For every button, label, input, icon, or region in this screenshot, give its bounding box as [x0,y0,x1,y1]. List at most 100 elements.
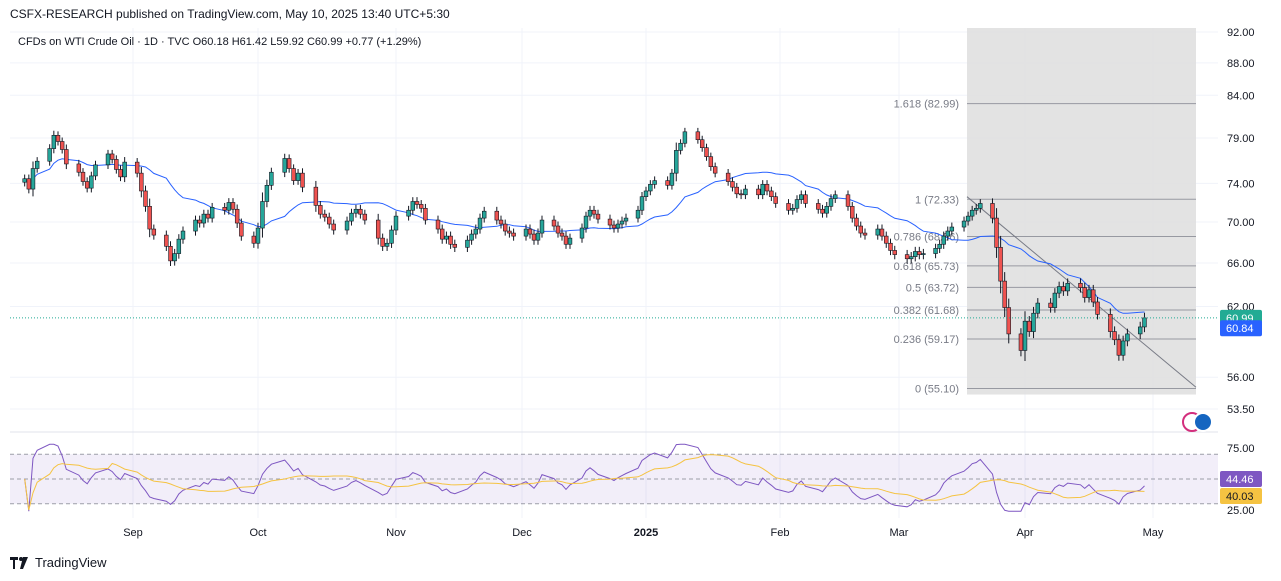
candle-body-up[interactable] [824,206,829,214]
candle[interactable] [26,174,32,194]
candle-body-up[interactable] [282,158,287,173]
candle-body-down[interactable] [300,172,305,188]
candle[interactable] [452,239,458,253]
candle[interactable] [255,222,261,249]
candle[interactable] [473,224,479,239]
candle[interactable] [444,231,449,244]
candle-body-up[interactable] [122,161,127,178]
candle[interactable] [331,219,336,235]
candle[interactable] [639,192,645,216]
candle[interactable] [239,218,244,241]
candle-body-down[interactable] [1027,320,1032,332]
candle[interactable] [730,177,735,192]
candle-body-down[interactable] [380,237,385,247]
candle-body-down[interactable] [498,219,504,225]
candle-body-up[interactable] [933,248,938,254]
candle-body-down[interactable] [845,194,851,207]
candle[interactable] [291,164,296,185]
candle[interactable] [168,241,173,267]
candle[interactable] [941,231,946,249]
candle-body-down[interactable] [695,131,701,141]
candle[interactable] [375,213,381,245]
rsi-pane[interactable] [10,443,1218,512]
candle[interactable] [665,176,670,190]
candle[interactable] [615,219,621,233]
candle-body-up[interactable] [523,228,529,237]
candle-body-down[interactable] [917,251,922,255]
candle[interactable] [854,213,859,231]
candle[interactable] [743,184,748,200]
candle[interactable] [59,137,65,154]
candle-body-up[interactable] [1031,312,1036,332]
candle-body-up[interactable] [678,142,683,151]
candle[interactable] [531,229,537,245]
candle[interactable] [760,180,765,200]
candle-body-down[interactable] [55,135,61,142]
candle[interactable] [990,198,995,224]
candle[interactable] [678,139,683,155]
candle[interactable] [998,235,1003,294]
price-axis[interactable]: 92.0088.0084.0079.0074.0070.0066.0062.00… [1220,27,1262,517]
candle-body-up[interactable] [974,207,979,211]
candle[interactable] [481,206,487,223]
candle-body-up[interactable] [583,215,589,229]
candle[interactable] [1002,272,1007,318]
candle-body-down[interactable] [230,202,236,210]
candle-body-up[interactable] [353,208,359,214]
candle[interactable] [172,248,177,266]
candle-body-up[interactable] [875,228,880,236]
candle-body-down[interactable] [358,208,363,215]
candle[interactable] [201,209,207,228]
candle-body-up[interactable] [969,209,975,217]
candle-body-down[interactable] [591,209,597,215]
candle-body-up[interactable] [794,199,800,209]
candle-body-up[interactable] [477,217,483,230]
candle-body-up[interactable] [921,253,926,255]
candle[interactable] [648,180,653,196]
candle[interactable] [708,152,714,171]
candle[interactable] [619,216,625,229]
candle-body-up[interactable] [193,219,198,232]
candle-body-up[interactable] [34,160,40,169]
candle-body-up[interactable] [674,150,679,174]
candle[interactable] [498,215,504,229]
candle-body-down[interactable] [730,181,735,188]
candle-body-down[interactable] [134,161,140,174]
candle[interactable] [1116,334,1122,361]
candle-body-down[interactable] [143,190,148,207]
candle[interactable] [1108,308,1113,338]
candle[interactable] [1086,284,1092,303]
candle-body-down[interactable] [1061,286,1066,292]
candle[interactable] [803,190,808,208]
candle[interactable] [76,159,82,177]
candle-body-up[interactable] [643,190,649,197]
candle[interactable] [769,186,774,202]
tradingview-logo[interactable]: TradingView [10,555,107,570]
candle[interactable] [511,228,516,241]
candle[interactable] [682,127,688,148]
candle-body-down[interactable] [80,171,86,182]
candle[interactable] [1078,278,1083,293]
candle-body-down[interactable] [435,219,441,230]
candle-body-down[interactable] [803,194,808,204]
candle-body-up[interactable] [623,217,629,222]
candle-body-down[interactable] [494,210,500,221]
candle[interactable] [313,180,319,212]
candle[interactable] [786,199,791,215]
candle-body-up[interactable] [669,172,675,186]
candle-body-up[interactable] [908,256,914,260]
candle-body-down[interactable] [502,223,508,232]
candle[interactable] [1048,298,1053,313]
candle[interactable] [527,224,533,239]
candle-body-down[interactable] [531,233,537,241]
candle[interactable] [933,243,938,259]
candle-body-up[interactable] [1056,286,1062,294]
candle-body-down[interactable] [1002,280,1007,308]
candle-body-down[interactable] [1006,307,1011,335]
candle[interactable] [892,245,897,260]
candle-body-up[interactable] [1065,282,1070,292]
candle-body-down[interactable] [331,223,336,231]
candle-body-up[interactable] [93,164,98,177]
candle[interactable] [300,168,305,193]
